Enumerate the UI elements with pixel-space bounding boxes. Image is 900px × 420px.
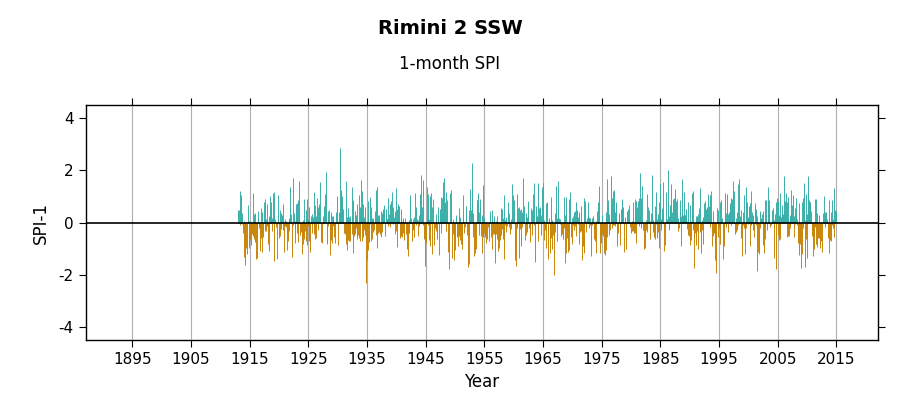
Text: 1-month SPI: 1-month SPI <box>400 55 500 73</box>
X-axis label: Year: Year <box>464 373 500 391</box>
Text: Rimini 2 SSW: Rimini 2 SSW <box>378 19 522 38</box>
Y-axis label: SPI-1: SPI-1 <box>32 202 50 244</box>
